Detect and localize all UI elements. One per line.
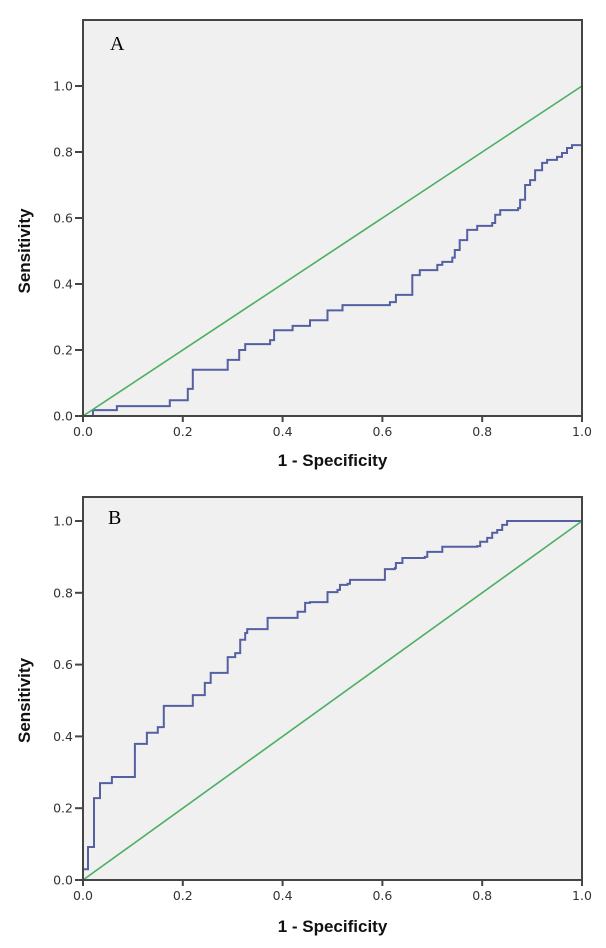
x-axis-title: 1 - Specificity (278, 917, 388, 936)
y-tick-label: 1.0 (53, 79, 73, 94)
panel-label-b: B (108, 507, 121, 529)
x-tick-label: 0.0 (73, 888, 93, 903)
y-tick-label: 0.4 (53, 729, 73, 744)
y-tick-label: 0.8 (53, 585, 73, 600)
plot-frame (82, 496, 583, 881)
y-axis-title: Sensitivity (15, 208, 34, 294)
x-tick-label: 0.4 (273, 424, 293, 439)
reference-diagonal-line (82, 85, 583, 417)
panel-label-a: A (110, 33, 125, 55)
x-tick-label: 0.2 (173, 424, 193, 439)
x-tick-label: 0.4 (273, 888, 293, 903)
roc-curve-line (83, 86, 583, 417)
y-tick-label: 0.0 (53, 873, 73, 888)
y-tick-label: 0.8 (53, 145, 73, 160)
x-tick-label: 0.0 (73, 424, 93, 439)
y-tick-label: 0.6 (53, 211, 73, 226)
y-tick-label: 0.2 (53, 343, 73, 358)
x-tick-label: 0.6 (372, 424, 392, 439)
reference-diagonal-line (82, 520, 583, 881)
plot-area (83, 20, 582, 416)
roc-curve-line (82, 520, 582, 880)
x-tick-label: 0.8 (472, 424, 492, 439)
x-tick-label: 0.2 (173, 888, 193, 903)
y-tick-label: 0.4 (53, 277, 73, 292)
y-tick-label: 0.6 (53, 657, 73, 672)
plot-area (83, 497, 582, 880)
x-tick-label: 1.0 (572, 888, 592, 903)
y-axis-title: Sensitivity (15, 657, 34, 743)
y-tick-label: 1.0 (53, 514, 73, 529)
y-tick-label: 0.2 (53, 801, 73, 816)
roc-panel-b: 0.0 0.2 0.4 0.6 0.8 1.0 0.00.20.40.60.81.0 B … (15, 496, 592, 936)
x-tick-label: 0.8 (472, 888, 492, 903)
y-tick-label: 0.0 (53, 409, 73, 424)
roc-panel-a: 0.0 0.2 0.4 0.6 0.8 1.0 0.00.20.40.60.81.0 A … (15, 19, 592, 470)
x-axis-title: 1 - Specificity (278, 451, 388, 470)
x-tick-label: 1.0 (572, 424, 592, 439)
x-tick-label: 0.6 (372, 888, 392, 903)
